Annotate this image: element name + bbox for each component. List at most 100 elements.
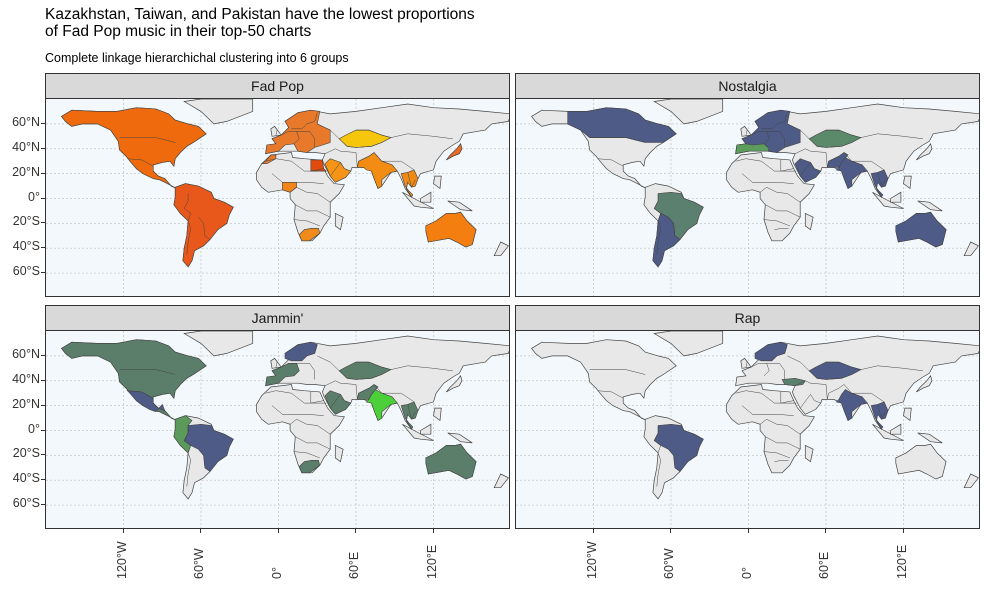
x-tick-mark bbox=[902, 529, 904, 533]
y-tick-label: 40°N bbox=[12, 371, 40, 386]
land-mass bbox=[653, 331, 724, 357]
land-mass bbox=[493, 241, 509, 257]
country-border bbox=[186, 220, 191, 255]
land-mass bbox=[402, 423, 434, 441]
country-border bbox=[407, 172, 416, 188]
y-tick-label: 20°S bbox=[12, 214, 40, 229]
country-border bbox=[851, 392, 885, 403]
country-border bbox=[744, 126, 748, 136]
region-australia bbox=[425, 443, 477, 480]
country-border bbox=[310, 391, 327, 404]
country-border bbox=[597, 158, 624, 167]
country-border bbox=[653, 425, 661, 453]
x-tick-label: 60°W bbox=[662, 548, 676, 579]
country-border bbox=[851, 160, 885, 171]
country-border bbox=[741, 405, 794, 416]
facet-panel-jammin: Jammin' bbox=[45, 305, 510, 529]
country-border bbox=[271, 405, 324, 416]
land-mass bbox=[872, 423, 904, 441]
country-border bbox=[198, 449, 204, 456]
x-tick-label: 0° bbox=[739, 567, 754, 579]
land-mass bbox=[183, 331, 254, 357]
country-border bbox=[653, 193, 661, 221]
land-mass bbox=[890, 191, 902, 203]
country-border bbox=[787, 123, 923, 148]
country-border bbox=[668, 449, 674, 456]
world-map-svg bbox=[46, 99, 509, 296]
land-mass bbox=[726, 152, 815, 242]
y-tick-mark bbox=[41, 147, 45, 149]
title-line-2: of Fad Pop music in their top-50 charts bbox=[45, 23, 312, 40]
country-border bbox=[766, 131, 785, 148]
y-tick-label: 0° bbox=[28, 189, 40, 204]
land-mass bbox=[446, 375, 463, 393]
country-border bbox=[750, 131, 770, 144]
country-border bbox=[289, 419, 331, 435]
country-border bbox=[735, 390, 794, 404]
land-mass bbox=[963, 241, 979, 257]
y-tick-label: 0° bbox=[28, 421, 40, 436]
country-border bbox=[291, 112, 318, 130]
land-mass bbox=[903, 175, 912, 190]
country-border bbox=[750, 363, 770, 376]
country-border bbox=[759, 419, 801, 435]
y-tick-label: 60°N bbox=[12, 114, 40, 129]
country-border bbox=[766, 363, 785, 380]
land-mass bbox=[530, 339, 677, 421]
y-tick-label: 20°N bbox=[12, 396, 40, 411]
region-saudi-arabia bbox=[324, 158, 352, 183]
world-map-svg bbox=[516, 99, 979, 296]
x-tick-label: 60°E bbox=[817, 551, 831, 579]
country-border bbox=[356, 129, 391, 138]
land-mass bbox=[493, 473, 509, 489]
country-border bbox=[317, 123, 453, 148]
chart-title: Kazakhstan, Taiwan, and Pakistan have th… bbox=[45, 6, 475, 40]
country-border bbox=[744, 358, 748, 368]
country-border bbox=[357, 152, 393, 168]
country-border bbox=[183, 425, 191, 453]
country-border bbox=[381, 160, 415, 171]
country-border bbox=[735, 158, 794, 172]
country-border bbox=[826, 361, 861, 370]
country-border bbox=[265, 158, 324, 172]
x-tick-mark bbox=[200, 529, 201, 533]
y-tick-label: 20°S bbox=[12, 446, 40, 461]
x-tick-mark bbox=[592, 529, 594, 533]
region-canada bbox=[567, 107, 677, 143]
country-border bbox=[780, 159, 797, 172]
y-tick-mark bbox=[41, 454, 45, 456]
land-mass bbox=[804, 212, 814, 231]
country-border bbox=[407, 404, 416, 420]
country-border bbox=[274, 126, 278, 136]
x-tick-mark bbox=[355, 529, 356, 533]
map-plot-area bbox=[515, 98, 980, 297]
land-mass bbox=[256, 152, 345, 242]
land-mass bbox=[872, 191, 904, 209]
land-mass bbox=[256, 384, 345, 474]
country-border bbox=[741, 173, 794, 184]
country-border bbox=[765, 436, 801, 450]
y-tick-label: 40°S bbox=[12, 239, 40, 254]
country-border bbox=[304, 460, 319, 462]
country-border bbox=[295, 204, 331, 218]
country-border bbox=[589, 137, 646, 143]
world-map-svg bbox=[46, 331, 509, 528]
country-border bbox=[877, 404, 886, 420]
y-tick-mark bbox=[41, 197, 45, 199]
country-border bbox=[265, 390, 324, 404]
x-tick-mark bbox=[122, 529, 124, 533]
country-border bbox=[761, 112, 788, 130]
country-border bbox=[668, 217, 674, 224]
country-border bbox=[317, 355, 453, 380]
country-border bbox=[119, 369, 176, 375]
map-plot-area bbox=[515, 330, 980, 529]
country-border bbox=[787, 355, 923, 380]
country-border bbox=[324, 148, 358, 168]
y-tick-label: 60°S bbox=[12, 496, 40, 511]
world-map-svg bbox=[516, 331, 979, 528]
facet-strip-label: Rap bbox=[515, 305, 980, 331]
country-border bbox=[203, 455, 211, 472]
x-tick-label: 60°E bbox=[347, 551, 361, 579]
map-plot-area bbox=[45, 330, 510, 529]
country-border bbox=[597, 390, 624, 399]
